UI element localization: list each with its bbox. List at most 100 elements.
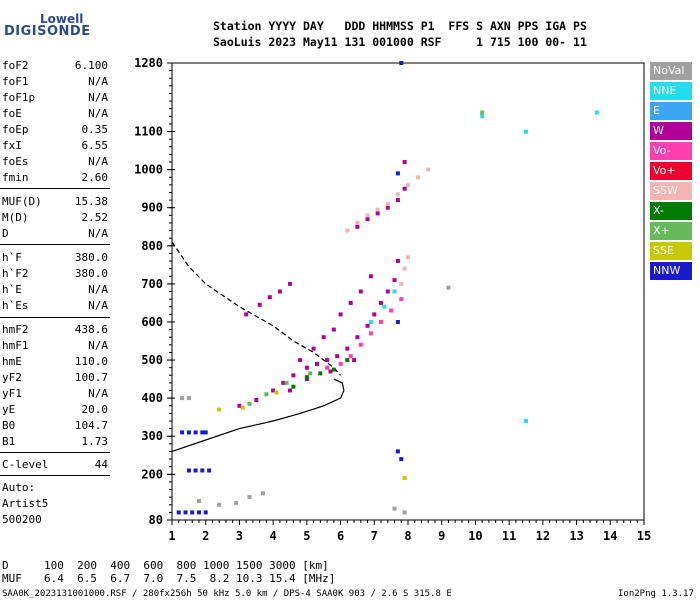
muf-label: MUF xyxy=(2,572,22,585)
data-point-w xyxy=(281,380,286,385)
data-point-x xyxy=(304,375,309,380)
param-row: C-level 44 xyxy=(2,458,108,474)
data-point-x xyxy=(247,401,252,406)
param-value: 15.38 xyxy=(74,195,108,208)
y-tick-label: 200 xyxy=(141,467,163,481)
data-point-w xyxy=(257,302,262,307)
x-tick-label: 10 xyxy=(468,529,482,543)
data-point-nnw xyxy=(395,320,400,324)
param-row: h`Es N/A xyxy=(2,299,108,315)
data-point-w xyxy=(338,312,343,317)
data-point-sse xyxy=(274,390,279,395)
param-row: fmin 2.60 xyxy=(2,171,108,187)
data-point-x xyxy=(308,371,313,376)
data-point-nne xyxy=(368,320,373,324)
y-tick-label: 1000 xyxy=(134,163,163,177)
param-value: 1.73 xyxy=(81,435,109,448)
param-value: 44 xyxy=(94,458,108,471)
param-row: foEp 0.35 xyxy=(2,123,108,139)
separator xyxy=(0,475,110,476)
y-tick-label: 1280 xyxy=(134,56,163,70)
x-tick-label: 1 xyxy=(168,529,175,543)
legend-item-w: W xyxy=(650,122,692,140)
data-point-vo xyxy=(358,342,363,347)
param-value: 6.55 xyxy=(81,139,109,152)
data-point-vo xyxy=(338,361,343,366)
data-point-w xyxy=(298,358,303,363)
data-point-vo xyxy=(348,354,353,359)
data-point-ssw xyxy=(375,207,380,212)
data-point-ssw xyxy=(365,213,370,218)
data-point-nne xyxy=(382,304,387,309)
data-point-w xyxy=(385,205,390,210)
y-tick-label: 800 xyxy=(141,239,163,253)
data-point-ssw xyxy=(399,281,404,286)
param-value: 2.60 xyxy=(81,171,109,184)
param-row: h`F2 380.0 xyxy=(2,267,108,283)
param-value: N/A xyxy=(88,387,108,400)
header-row-labels: Station YYYY DAY DDD HHMMSS P1 FFS S AXN… xyxy=(213,19,587,33)
data-point-ssw xyxy=(345,228,350,233)
x-tick-label: 12 xyxy=(536,529,550,543)
data-point-w xyxy=(288,388,292,393)
param-value: N/A xyxy=(88,283,108,296)
param-key: hmF1 xyxy=(2,339,29,352)
separator xyxy=(0,317,110,318)
param-row: foF2 6.100 xyxy=(2,59,108,75)
footer-version: Ion2Png 1.3.17 xyxy=(618,589,694,599)
param-row: foF1p N/A xyxy=(2,91,108,107)
data-point-nnw xyxy=(180,430,185,435)
auto-program: Artist5 xyxy=(2,497,49,510)
data-point-nne xyxy=(524,419,528,423)
separator xyxy=(0,244,110,245)
data-point-x xyxy=(345,358,350,363)
data-point-w xyxy=(395,259,400,263)
data-point-nnw xyxy=(395,449,400,454)
param-value: N/A xyxy=(88,299,108,312)
data-point-w xyxy=(331,327,336,332)
param-key: yE xyxy=(2,403,16,416)
param-value: N/A xyxy=(88,155,108,168)
param-key: h`F xyxy=(2,251,22,264)
param-row: B0 104.7 xyxy=(2,419,108,435)
data-point-noval xyxy=(402,510,407,515)
y-tick-label: 500 xyxy=(141,353,163,367)
data-point-x xyxy=(480,110,485,115)
param-value: N/A xyxy=(88,107,108,120)
data-point-vo xyxy=(389,308,394,313)
x-tick-label: 14 xyxy=(603,529,617,543)
param-key: yF1 xyxy=(2,387,22,400)
data-point-w xyxy=(365,323,370,328)
data-point-noval xyxy=(392,506,397,511)
param-row: fxI 6.55 xyxy=(2,139,108,155)
data-point-w xyxy=(304,365,309,370)
y-tick-label: 900 xyxy=(141,201,163,215)
data-point-noval xyxy=(180,396,185,401)
data-point-w xyxy=(335,354,340,359)
x-tick-label: 7 xyxy=(371,529,378,543)
data-point-ssw xyxy=(426,167,431,172)
data-point-x xyxy=(264,392,269,397)
param-row: D N/A xyxy=(2,227,108,243)
data-point-ssw xyxy=(416,175,421,180)
data-point-w xyxy=(315,361,319,366)
param-value: N/A xyxy=(88,339,108,352)
data-point-w xyxy=(352,358,357,363)
separator xyxy=(0,188,110,189)
data-point-x xyxy=(291,384,296,389)
auto-label: Auto: xyxy=(2,481,36,494)
data-point-nnw xyxy=(200,430,205,435)
param-key: h`E xyxy=(2,283,22,296)
param-key: D xyxy=(2,227,9,240)
data-point-w xyxy=(271,388,276,393)
param-key: foEs xyxy=(2,155,29,168)
data-point-w xyxy=(392,278,397,283)
param-key: B0 xyxy=(2,419,16,432)
y-tick-label: 300 xyxy=(141,429,163,443)
data-point-w xyxy=(348,300,353,305)
param-row: foF1 N/A xyxy=(2,75,108,91)
data-point-ssw xyxy=(402,266,407,271)
data-point-nne xyxy=(392,289,397,294)
param-key: fmin xyxy=(2,171,29,184)
param-key: foE xyxy=(2,107,22,120)
